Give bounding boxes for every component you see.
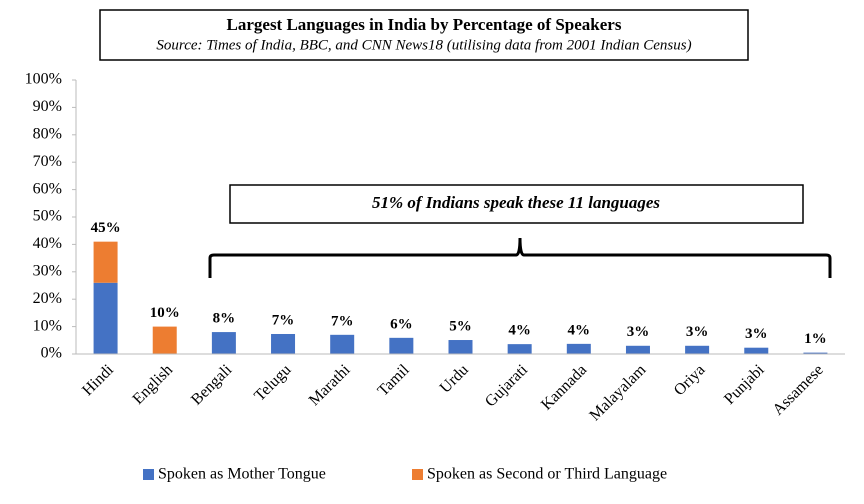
- y-tick-label: 50%: [33, 208, 62, 225]
- data-label: 10%: [150, 305, 180, 321]
- x-tick-label: Marathi: [306, 361, 354, 409]
- x-tick-label: Hindi: [79, 361, 117, 399]
- x-tick-label: English: [130, 361, 177, 408]
- data-label: 3%: [745, 326, 768, 342]
- annotation: 51% of Indians speak these 11 languages: [372, 193, 660, 212]
- data-label: 3%: [686, 324, 709, 340]
- bar: [93, 241, 118, 283]
- chart-title: Largest Languages in India by Percentage…: [227, 15, 622, 34]
- legend-label: Spoken as Mother Tongue: [158, 466, 326, 483]
- x-tick-label: Telugu: [251, 361, 294, 404]
- x-tick-label: Assamese: [770, 361, 827, 418]
- data-label: 4%: [508, 323, 531, 339]
- x-tick-label: Malayalam: [586, 361, 649, 424]
- bar: [271, 333, 296, 354]
- x-tick-label: Punjabi: [721, 361, 768, 408]
- bar: [211, 332, 236, 354]
- data-label: 1%: [804, 331, 827, 347]
- bar: [625, 345, 650, 354]
- x-tick-label: Urdu: [437, 361, 472, 396]
- bar: [566, 343, 591, 354]
- data-label: 7%: [272, 312, 295, 328]
- bar: [803, 352, 828, 354]
- y-tick-label: 100%: [25, 71, 62, 88]
- bar: [507, 344, 532, 354]
- data-label: 4%: [568, 322, 591, 338]
- bar: [330, 334, 355, 354]
- y-tick-label: 10%: [33, 317, 62, 334]
- chart-subtitle: Source: Times of India, BBC, and CNN New…: [156, 37, 691, 53]
- y-tick-label: 40%: [33, 235, 62, 252]
- data-label: 7%: [331, 313, 354, 329]
- data-label: 8%: [213, 311, 236, 327]
- data-label: 45%: [91, 220, 121, 236]
- bar: [93, 282, 118, 354]
- x-tick-label: Gujarati: [482, 361, 531, 410]
- y-tick-label: 80%: [33, 125, 62, 142]
- y-tick-label: 0%: [41, 345, 62, 362]
- y-tick-label: 90%: [33, 98, 62, 115]
- data-label: 5%: [449, 318, 472, 334]
- legend-swatch: [143, 469, 154, 480]
- y-tick-label: 20%: [33, 290, 62, 307]
- legend-label: Spoken as Second or Third Language: [427, 466, 667, 483]
- legend-swatch: [412, 469, 423, 480]
- x-tick-label: Bengali: [188, 361, 236, 409]
- bar: [744, 347, 769, 354]
- bar: [685, 345, 710, 354]
- data-label: 3%: [627, 324, 650, 340]
- bar: [389, 337, 414, 354]
- y-tick-label: 30%: [33, 262, 62, 279]
- y-tick-label: 70%: [33, 153, 62, 170]
- bar: [448, 340, 473, 354]
- x-tick-label: Tamil: [375, 361, 414, 400]
- x-tick-label: Oriya: [671, 361, 709, 399]
- x-tick-label: Kannada: [538, 361, 590, 413]
- annotation-box: [229, 184, 804, 224]
- data-label: 6%: [390, 316, 413, 332]
- title-box: [99, 9, 749, 61]
- brace: [208, 237, 832, 278]
- bar: [152, 326, 177, 354]
- y-tick-label: 60%: [33, 180, 62, 197]
